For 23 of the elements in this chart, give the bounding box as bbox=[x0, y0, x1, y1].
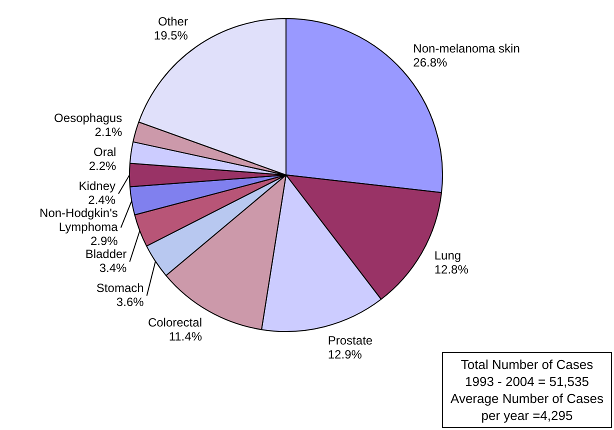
data-label: 2.9% bbox=[90, 234, 118, 248]
slice-label: Colorectal bbox=[148, 316, 202, 330]
data-label: 26.8% bbox=[413, 55, 448, 70]
slice-label: Non-melanoma skin bbox=[413, 41, 520, 56]
data-label: 19.5% bbox=[154, 28, 188, 42]
data-label: 12.8% bbox=[434, 262, 469, 276]
data-label: 2.2% bbox=[88, 159, 117, 174]
data-label: 3.4% bbox=[99, 261, 128, 276]
slice-label: Kidney bbox=[78, 179, 116, 194]
data-label: 11.4% bbox=[168, 330, 202, 344]
data-label: 3.6% bbox=[116, 295, 144, 310]
data-label: 2.1% bbox=[94, 125, 122, 140]
slice-label: Prostate bbox=[328, 333, 373, 348]
slice-label: Lung bbox=[434, 248, 462, 262]
slice-label: Oral bbox=[94, 145, 116, 160]
data-label: 2.4% bbox=[88, 193, 116, 208]
slice-label: Oesophagus bbox=[54, 111, 122, 126]
slice-label: Other bbox=[158, 14, 188, 28]
slice-label: Non-Hodgkin's Lymphoma bbox=[40, 206, 118, 234]
slice-label: Bladder bbox=[85, 247, 127, 262]
slice-label: Stomach bbox=[96, 281, 144, 296]
text: Total Number of Cases 1993 - 2004 = 51,535 Average Number of Cases per year =4,295 bbox=[442, 352, 612, 428]
data-label: 12.9% bbox=[328, 347, 362, 362]
